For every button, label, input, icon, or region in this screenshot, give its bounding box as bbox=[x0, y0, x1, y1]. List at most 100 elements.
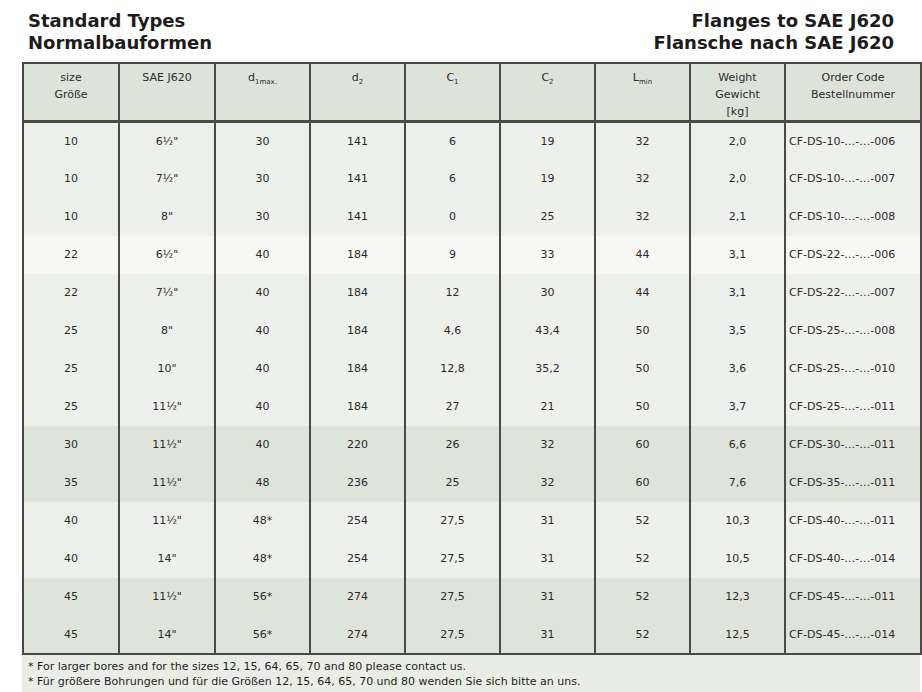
cell-order-code: CF-DS-10-…-…-007 bbox=[785, 160, 921, 198]
cell-weight: 12,5 bbox=[690, 616, 785, 654]
cell-order-code: CF-DS-45-…-…-011 bbox=[785, 578, 921, 616]
cell-lmin: 50 bbox=[595, 388, 690, 426]
cell-order-code: CF-DS-40-…-…-014 bbox=[785, 540, 921, 578]
cell-lmin: 52 bbox=[595, 540, 690, 578]
cell-c2: 31 bbox=[500, 540, 595, 578]
cell-d1max: 40 bbox=[215, 350, 310, 388]
title-right-line2: Flansche nach SAE J620 bbox=[653, 32, 894, 54]
cell-d1max: 40 bbox=[215, 426, 310, 464]
title-left-line2: Normalbauformen bbox=[28, 32, 212, 54]
cell-c2: 43,4 bbox=[500, 312, 595, 350]
cell-d2: 236 bbox=[310, 464, 405, 502]
column-header-c2: C2 bbox=[500, 63, 595, 122]
cell-size: 30 bbox=[23, 426, 119, 464]
cell-d1max: 48 bbox=[215, 464, 310, 502]
cell-c1: 0 bbox=[405, 198, 500, 236]
cell-sae-j620: 6½" bbox=[119, 236, 215, 274]
table-row: 258"401844,643,4503,5CF-DS-25-…-…-008 bbox=[23, 312, 921, 350]
cell-lmin: 60 bbox=[595, 464, 690, 502]
cell-d1max: 40 bbox=[215, 312, 310, 350]
cell-order-code: CF-DS-35-…-…-011 bbox=[785, 464, 921, 502]
cell-d1max: 56* bbox=[215, 616, 310, 654]
cell-weight: 3,6 bbox=[690, 350, 785, 388]
table-row: 2510"4018412,835,2503,6CF-DS-25-…-…-010 bbox=[23, 350, 921, 388]
cell-d1max: 40 bbox=[215, 274, 310, 312]
cell-d1max: 48* bbox=[215, 502, 310, 540]
cell-d2: 184 bbox=[310, 350, 405, 388]
cell-size: 10 bbox=[23, 160, 119, 198]
cell-size: 40 bbox=[23, 540, 119, 578]
cell-weight: 6,6 bbox=[690, 426, 785, 464]
cell-c1: 27,5 bbox=[405, 578, 500, 616]
cell-sae-j620: 11½" bbox=[119, 426, 215, 464]
cell-weight: 3,5 bbox=[690, 312, 785, 350]
cell-c2: 19 bbox=[500, 160, 595, 198]
cell-lmin: 32 bbox=[595, 122, 690, 160]
cell-order-code: CF-DS-45-…-…-014 bbox=[785, 616, 921, 654]
cell-c2: 21 bbox=[500, 388, 595, 426]
cell-order-code: CF-DS-25-…-…-010 bbox=[785, 350, 921, 388]
cell-d2: 254 bbox=[310, 540, 405, 578]
cell-d1max: 48* bbox=[215, 540, 310, 578]
table-row: 106½"30141619322,0CF-DS-10-…-…-006 bbox=[23, 122, 921, 160]
cell-order-code: CF-DS-25-…-…-011 bbox=[785, 388, 921, 426]
title-right: Flanges to SAE J620 Flansche nach SAE J6… bbox=[653, 10, 894, 54]
cell-size: 35 bbox=[23, 464, 119, 502]
cell-weight: 2,1 bbox=[690, 198, 785, 236]
table-row: 108"30141025322,1CF-DS-10-…-…-008 bbox=[23, 198, 921, 236]
cell-size: 22 bbox=[23, 236, 119, 274]
cell-c1: 9 bbox=[405, 236, 500, 274]
cell-size: 25 bbox=[23, 312, 119, 350]
cell-d2: 184 bbox=[310, 236, 405, 274]
cell-d1max: 56* bbox=[215, 578, 310, 616]
cell-size: 40 bbox=[23, 502, 119, 540]
cell-d2: 274 bbox=[310, 578, 405, 616]
cell-size: 10 bbox=[23, 198, 119, 236]
cell-sae-j620: 11½" bbox=[119, 502, 215, 540]
cell-size: 25 bbox=[23, 350, 119, 388]
column-header-d2: d2 bbox=[310, 63, 405, 122]
cell-c1: 26 bbox=[405, 426, 500, 464]
title-left: Standard Types Normalbauformen bbox=[28, 10, 212, 54]
table-row: 4011½"48*25427,5315210,3CF-DS-40-…-…-011 bbox=[23, 502, 921, 540]
cell-c1: 12,8 bbox=[405, 350, 500, 388]
cell-order-code: CF-DS-25-…-…-008 bbox=[785, 312, 921, 350]
table-row: 2511½"401842721503,7CF-DS-25-…-…-011 bbox=[23, 388, 921, 426]
cell-sae-j620: 7½" bbox=[119, 160, 215, 198]
cell-sae-j620: 8" bbox=[119, 312, 215, 350]
cell-d2: 184 bbox=[310, 312, 405, 350]
datasheet-page: Standard Types Normalbauformen Flanges t… bbox=[0, 0, 922, 692]
cell-c1: 12 bbox=[405, 274, 500, 312]
cell-sae-j620: 11½" bbox=[119, 388, 215, 426]
cell-weight: 2,0 bbox=[690, 160, 785, 198]
footnotes: * For larger bores and for the sizes 12,… bbox=[22, 655, 920, 692]
cell-lmin: 32 bbox=[595, 160, 690, 198]
cell-c2: 25 bbox=[500, 198, 595, 236]
cell-sae-j620: 7½" bbox=[119, 274, 215, 312]
cell-c1: 27,5 bbox=[405, 616, 500, 654]
cell-c2: 32 bbox=[500, 426, 595, 464]
cell-c1: 6 bbox=[405, 160, 500, 198]
cell-order-code: CF-DS-22-…-…-006 bbox=[785, 236, 921, 274]
cell-c2: 31 bbox=[500, 578, 595, 616]
column-header-sae-j620: SAE J620 bbox=[119, 63, 215, 122]
table-row: 226½"40184933443,1CF-DS-22-…-…-006 bbox=[23, 236, 921, 274]
table-row: 107½"30141619322,0CF-DS-10-…-…-007 bbox=[23, 160, 921, 198]
cell-lmin: 50 bbox=[595, 312, 690, 350]
cell-order-code: CF-DS-40-…-…-011 bbox=[785, 502, 921, 540]
cell-weight: 3,1 bbox=[690, 274, 785, 312]
cell-lmin: 52 bbox=[595, 578, 690, 616]
cell-d1max: 30 bbox=[215, 122, 310, 160]
cell-d2: 274 bbox=[310, 616, 405, 654]
footnote-de: * Für größere Bohrungen und für die Größ… bbox=[28, 674, 920, 689]
column-header-d1max: d1max. bbox=[215, 63, 310, 122]
table-body: 106½"30141619322,0CF-DS-10-…-…-006107½"3… bbox=[23, 122, 921, 654]
footnote-en: * For larger bores and for the sizes 12,… bbox=[28, 659, 920, 674]
table-row: 3511½"482362532607,6CF-DS-35-…-…-011 bbox=[23, 464, 921, 502]
cell-weight: 10,5 bbox=[690, 540, 785, 578]
cell-lmin: 44 bbox=[595, 274, 690, 312]
cell-sae-j620: 8" bbox=[119, 198, 215, 236]
cell-d2: 184 bbox=[310, 274, 405, 312]
table-row: 4514"56*27427,5315212,5CF-DS-45-…-…-014 bbox=[23, 616, 921, 654]
cell-sae-j620: 11½" bbox=[119, 464, 215, 502]
